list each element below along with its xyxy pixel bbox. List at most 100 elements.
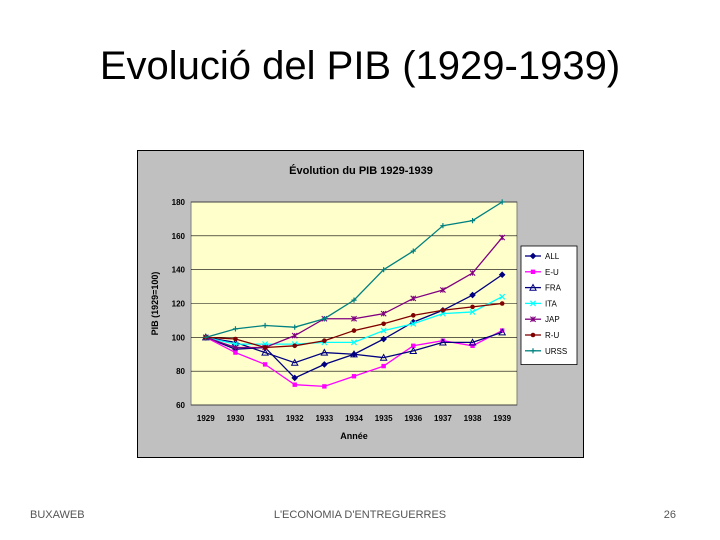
y-tick-label: 160 xyxy=(172,232,186,241)
data-point-all xyxy=(291,374,299,382)
data-point-r-u xyxy=(499,301,505,306)
data-point-fra xyxy=(498,328,507,336)
data-point-e-u xyxy=(381,363,386,369)
data-point-urss xyxy=(203,334,209,340)
data-point-fra xyxy=(350,350,358,358)
data-point-jap xyxy=(351,315,357,322)
footer-center: L'ECONOMIA D'ENTREGUERRES xyxy=(273,509,447,521)
legend-marker-all xyxy=(529,252,537,260)
data-point-r-u xyxy=(470,304,475,310)
legend-label-ita: ITA xyxy=(545,299,558,308)
slide-title: Evolució del PIB (1929-1939) xyxy=(99,44,621,88)
y-axis-label: PIB (1929=100) xyxy=(150,272,160,336)
legend-marker-ita xyxy=(529,300,537,307)
data-point-ita xyxy=(410,320,417,327)
data-point-fra xyxy=(468,338,477,346)
data-point-all xyxy=(469,291,476,299)
footer-left: BUXAWEB xyxy=(30,509,85,521)
chart: Évolution du PIB 1929-1939 60 80 100 120 140 1… xyxy=(137,150,584,458)
x-axis-label: Année xyxy=(340,431,368,441)
data-point-urss xyxy=(440,223,446,229)
data-point-all xyxy=(380,335,387,343)
data-point-e-u xyxy=(440,338,446,343)
chart-title: Évolution du PIB 1929-1939 xyxy=(289,164,433,177)
page-number: 26 xyxy=(663,509,676,521)
data-point-urss xyxy=(499,199,505,205)
legend-label-all: ALL xyxy=(545,252,560,261)
data-point-r-u xyxy=(351,328,357,333)
x-tick-label: 1929 xyxy=(197,414,215,423)
y-tick-label: 140 xyxy=(172,266,186,275)
data-point-urss xyxy=(292,324,298,330)
data-point-e-u xyxy=(499,328,505,333)
x-tick-label: 1931 xyxy=(256,414,274,423)
legend-marker-urss xyxy=(530,348,536,354)
legend-marker-jap xyxy=(530,316,536,323)
data-point-e-u xyxy=(351,374,357,379)
legend-label-urss: URSS xyxy=(545,347,567,356)
data-point-jap xyxy=(410,295,417,302)
data-point-r-u xyxy=(262,345,268,350)
legend-label-r-u: R-U xyxy=(545,331,559,340)
data-point-r-u xyxy=(292,343,298,349)
data-point-jap xyxy=(380,310,387,317)
series-line-fra xyxy=(205,331,503,364)
data-point-all xyxy=(321,361,328,368)
data-point-fra xyxy=(438,338,447,346)
data-point-e-u xyxy=(470,343,475,348)
data-point-urss xyxy=(410,248,416,254)
data-point-r-u xyxy=(410,313,416,318)
data-point-jap xyxy=(499,234,506,241)
data-point-jap xyxy=(232,344,239,351)
legend-label-jap: JAP xyxy=(545,315,560,324)
x-tick-label: 1938 xyxy=(464,414,482,423)
legend-marker-fra xyxy=(529,283,537,291)
y-tick-label: 80 xyxy=(176,367,185,376)
data-point-fra xyxy=(379,353,388,361)
data-point-e-u xyxy=(322,384,327,389)
data-point-urss xyxy=(381,267,387,273)
data-point-urss xyxy=(351,297,357,303)
data-point-ita xyxy=(380,327,387,334)
x-tick-label: 1930 xyxy=(227,414,245,423)
y-tick-label: 60 xyxy=(176,401,185,410)
data-point-r-u xyxy=(233,336,238,342)
legend-marker-r-u xyxy=(530,332,536,338)
x-tick-label: 1939 xyxy=(493,414,511,423)
data-point-r-u xyxy=(322,338,327,344)
data-point-ita xyxy=(350,339,358,346)
x-tick-label: 1933 xyxy=(315,414,333,423)
data-point-ita xyxy=(499,293,506,300)
y-tick-label: 120 xyxy=(172,300,186,309)
data-point-urss xyxy=(469,218,476,224)
data-point-fra xyxy=(409,346,418,354)
legend-marker-e-u xyxy=(530,269,536,274)
chart-svg: Évolution du PIB 1929-1939 60 80 100 120 140 1… xyxy=(137,150,584,458)
data-point-jap xyxy=(439,286,446,293)
legend-label-e-u: E-U xyxy=(545,268,559,277)
data-point-urss xyxy=(262,322,268,329)
data-point-e-u xyxy=(292,382,297,387)
data-point-fra xyxy=(290,358,299,366)
x-tick-label: 1935 xyxy=(375,414,393,423)
x-tick-label: 1936 xyxy=(404,414,422,423)
data-point-r-u xyxy=(381,321,386,327)
data-point-fra xyxy=(261,348,270,356)
x-tick-label: 1932 xyxy=(286,414,304,423)
x-tick-label: 1937 xyxy=(434,414,452,423)
y-tick-label: 100 xyxy=(172,333,186,342)
data-point-e-u xyxy=(233,350,238,355)
data-point-fra xyxy=(320,348,329,356)
data-point-ita xyxy=(439,310,446,317)
data-point-ita xyxy=(469,308,476,315)
data-point-jap xyxy=(291,332,298,339)
data-point-e-u xyxy=(262,362,268,367)
data-point-jap xyxy=(469,270,476,277)
x-tick-label: 1934 xyxy=(345,414,363,423)
data-point-urss xyxy=(321,316,327,322)
data-point-all xyxy=(498,271,506,279)
data-point-r-u xyxy=(440,307,446,313)
data-point-e-u xyxy=(411,343,416,348)
data-point-urss xyxy=(232,326,239,332)
y-tick-label: 180 xyxy=(172,198,186,207)
